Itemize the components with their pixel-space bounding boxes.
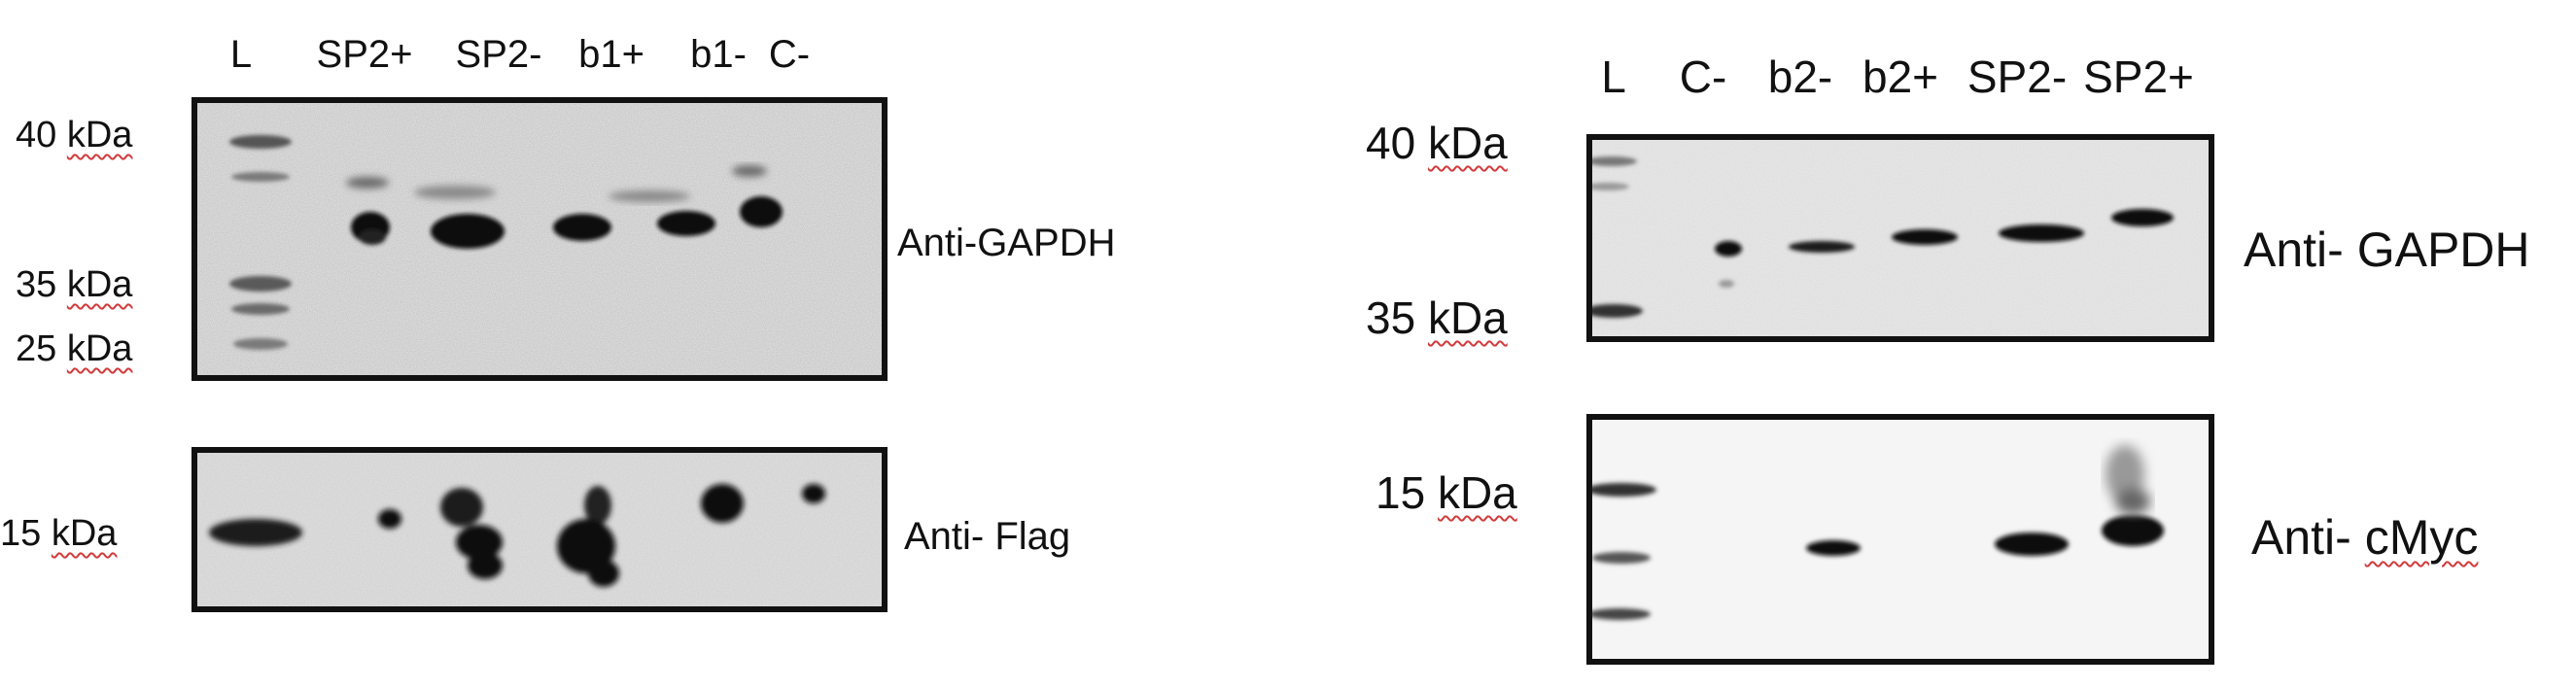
- lane-label-c-minus-right: C-: [1679, 52, 1727, 102]
- mw-marker-25: 25 kDa: [16, 328, 133, 369]
- mw-marker-35-right: 35 kDa: [1366, 292, 1508, 343]
- antibody-label-anti-cmyc: Anti- cMyc: [2251, 510, 2479, 565]
- antibody-label-anti-gapdh: Anti-GAPDH: [897, 222, 1116, 264]
- lane-label-b2-plus: b2+: [1862, 52, 1939, 102]
- right-cmyc-blot-image: [1592, 420, 2209, 659]
- antibody-label-anti-flag: Anti- Flag: [904, 515, 1071, 558]
- mw-marker-15-flag: 15 kDa: [0, 513, 118, 554]
- mw-marker-15-right: 15 kDa: [1375, 467, 1517, 518]
- antibody-label-anti-gapdh-right: Anti- GAPDH: [2244, 223, 2530, 277]
- mw-marker-40: 40 kDa: [16, 115, 133, 155]
- lane-label-b2-minus: b2-: [1767, 52, 1833, 102]
- right-gapdh-blot: [1586, 134, 2214, 342]
- right-gapdh-blot-image: [1592, 140, 2209, 336]
- mw-marker-40-right: 40 kDa: [1366, 118, 1508, 168]
- mw-marker-35: 35 kDa: [16, 264, 133, 305]
- lane-label-b1-plus: b1+: [578, 33, 644, 76]
- lane-label-sp2-plus: SP2+: [316, 33, 413, 76]
- left-gapdh-blot-image: [197, 103, 882, 375]
- left-flag-blot: [191, 447, 888, 612]
- left-gapdh-blot: [191, 97, 888, 381]
- lane-label-ladder-right: L: [1601, 52, 1626, 102]
- left-flag-blot-image: [197, 453, 882, 606]
- lane-label-c-minus: C-: [768, 33, 811, 76]
- lane-label-b1-minus: b1-: [690, 33, 747, 76]
- right-cmyc-blot: [1586, 414, 2214, 665]
- lane-label-ladder: L: [229, 33, 253, 76]
- lane-label-sp2-minus: SP2-: [455, 33, 542, 76]
- lane-label-sp2-plus-right: SP2+: [2083, 52, 2194, 102]
- lane-label-sp2-minus-right: SP2-: [1967, 52, 2068, 102]
- ladder-bands: [229, 135, 292, 350]
